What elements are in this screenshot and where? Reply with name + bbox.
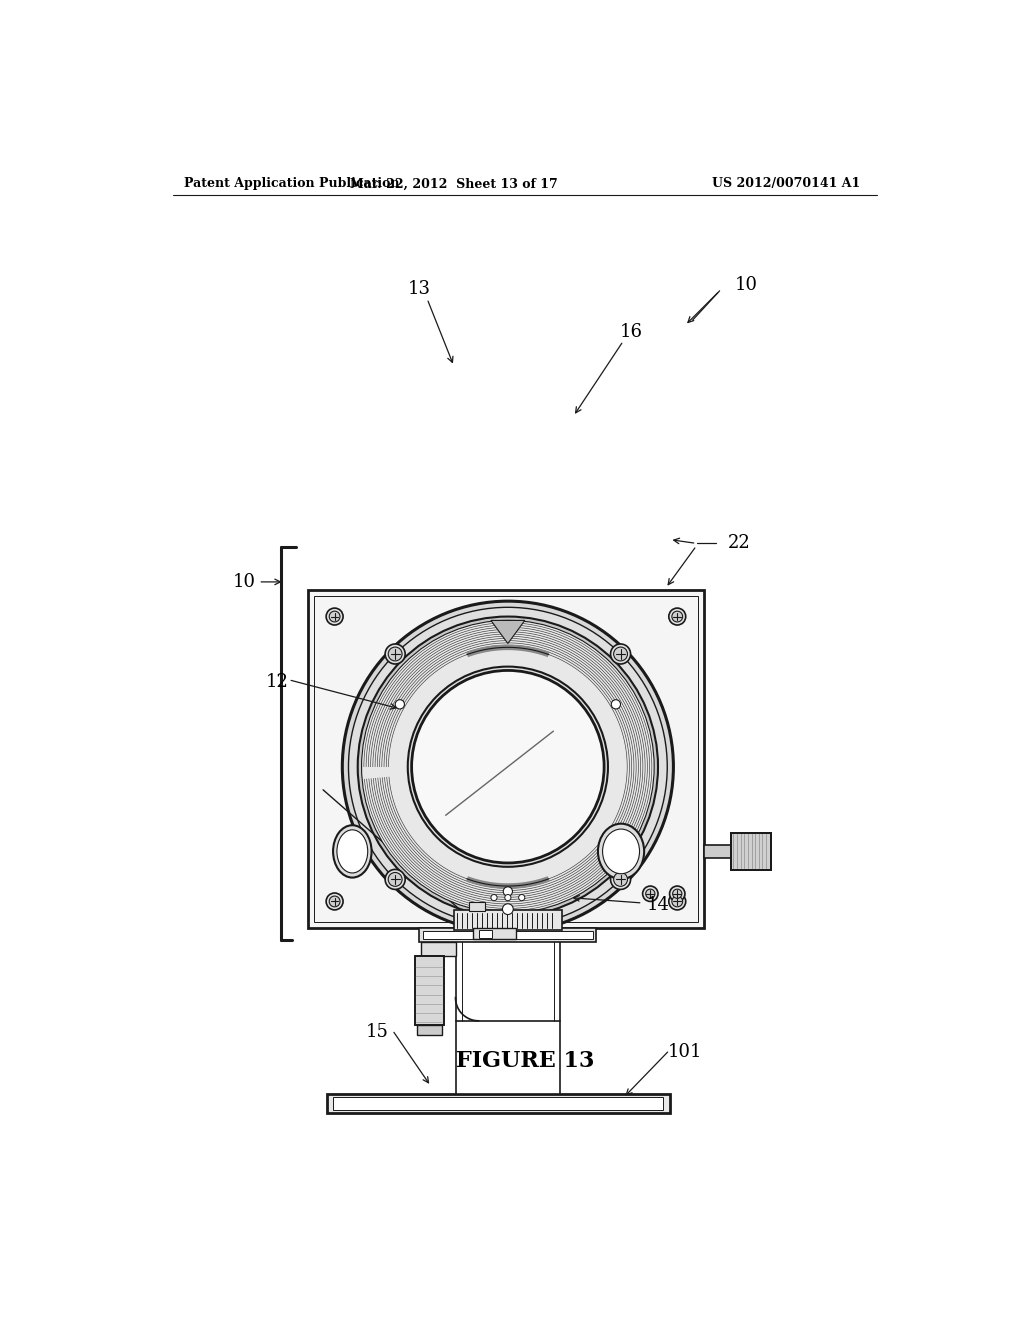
Bar [415,956,444,1026]
Circle shape [385,870,406,890]
Bar [731,833,771,870]
Bar [469,903,484,911]
Text: 13: 13 [408,280,431,298]
Circle shape [503,887,512,896]
Text: 10: 10 [233,573,256,591]
Bar [454,909,562,929]
Bar [307,590,705,928]
Circle shape [611,700,621,709]
Text: Mar. 22, 2012  Sheet 13 of 17: Mar. 22, 2012 Sheet 13 of 17 [350,177,558,190]
Circle shape [326,892,343,909]
Text: 12: 12 [265,673,289,690]
Text: 16: 16 [620,322,643,341]
Circle shape [672,896,683,907]
Text: US 2012/0070141 A1: US 2012/0070141 A1 [712,177,860,190]
Bar [473,928,515,940]
Circle shape [412,671,604,863]
Circle shape [385,644,406,664]
Circle shape [670,886,685,902]
Polygon shape [490,620,524,644]
Text: 14: 14 [646,896,670,915]
Circle shape [643,886,658,902]
Circle shape [503,904,513,915]
Circle shape [361,620,654,913]
Circle shape [490,895,497,900]
Bar [313,595,698,923]
Circle shape [348,607,668,927]
Ellipse shape [333,825,372,878]
Circle shape [330,611,340,622]
Bar [327,1094,670,1113]
Circle shape [505,895,511,900]
Circle shape [610,644,631,664]
Bar [417,1026,441,1035]
Bar [705,845,731,858]
Circle shape [673,890,682,899]
Text: 101: 101 [668,1043,702,1060]
Circle shape [408,667,608,867]
Circle shape [610,870,631,890]
Circle shape [388,873,402,886]
Bar [421,942,456,956]
Circle shape [326,609,343,626]
Bar [478,929,493,937]
Text: 10: 10 [735,276,758,294]
Circle shape [669,609,686,626]
Bar [456,1020,560,1094]
Text: 15: 15 [366,1023,388,1041]
Circle shape [672,611,683,622]
Circle shape [669,892,686,909]
Circle shape [342,601,674,932]
Circle shape [613,647,628,661]
Ellipse shape [337,830,368,873]
Ellipse shape [602,829,640,874]
Circle shape [330,896,340,907]
Bar [419,928,596,942]
Text: Patent Application Publication: Patent Application Publication [184,177,400,190]
Ellipse shape [598,824,644,879]
Circle shape [613,873,628,886]
Circle shape [395,700,404,709]
Circle shape [357,616,658,917]
Circle shape [388,647,402,661]
Bar [333,1097,664,1110]
Circle shape [518,895,525,900]
Text: 22: 22 [727,535,751,552]
Text: FIGURE 13: FIGURE 13 [456,1049,594,1072]
Circle shape [646,890,655,899]
Bar [423,932,593,940]
